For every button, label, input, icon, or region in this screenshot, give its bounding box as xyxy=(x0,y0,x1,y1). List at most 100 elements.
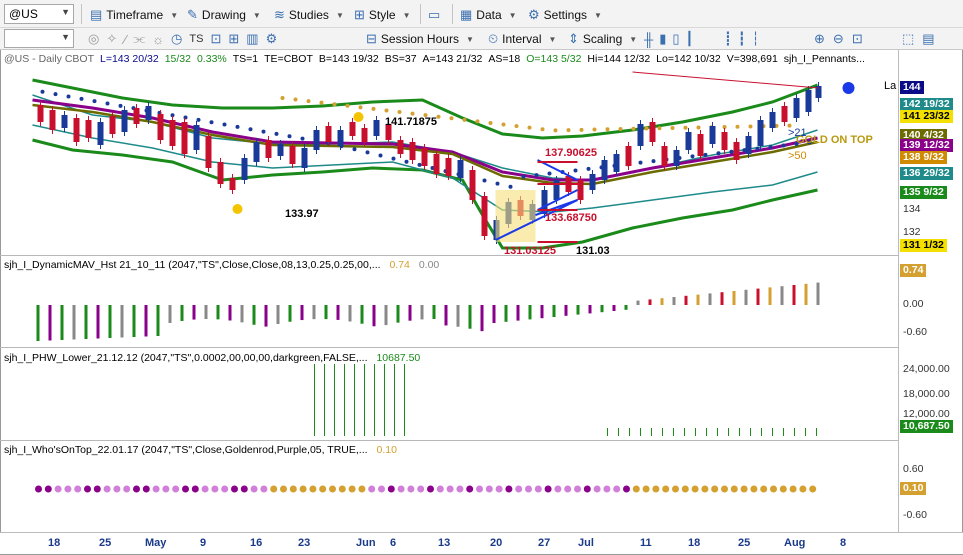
session-hours-menu[interactable]: ⊟ Session Hours ▼ xyxy=(366,31,474,46)
whos-on-top-dot xyxy=(574,485,581,493)
whos-on-top-dot xyxy=(515,485,523,493)
histogram-bar xyxy=(84,305,88,339)
ma50-dot xyxy=(787,123,792,128)
clock-icon[interactable]: ◷ xyxy=(171,31,183,46)
ma21-dot xyxy=(781,143,786,148)
compress-icon[interactable]: ┆ xyxy=(751,31,760,46)
histogram-bar xyxy=(588,305,592,314)
ma50-dot xyxy=(670,126,675,130)
bid-value: B=143 19/32 xyxy=(318,53,379,65)
layout-button[interactable]: ▭ xyxy=(428,7,440,23)
crosshair-icon[interactable]: ✧ xyxy=(106,31,118,46)
bars-icon[interactable]: ▥ xyxy=(246,31,259,46)
pane-divider[interactable] xyxy=(0,347,898,348)
candle-body xyxy=(589,174,596,190)
chart-type-buttons: ╫ ▮ ▯ ┃ xyxy=(644,31,693,47)
ma50-dot xyxy=(501,122,506,127)
data-label: Data xyxy=(476,8,502,22)
add-chart-icon[interactable]: ⬚ xyxy=(902,31,915,46)
candle-body xyxy=(577,180,584,200)
bars-icon[interactable]: ┋ xyxy=(724,31,732,46)
studies-menu[interactable]: ≋ Studies ▼ xyxy=(274,7,344,22)
pennant-line xyxy=(495,199,578,241)
candle-body xyxy=(769,112,776,128)
whos-on-top-dot xyxy=(672,485,679,493)
candle-icon[interactable]: ▮ xyxy=(659,31,667,46)
candle-hollow-icon[interactable]: ▯ xyxy=(672,31,680,46)
whos-on-top-dot xyxy=(466,485,474,493)
cursor-icon[interactable]: ◎ xyxy=(88,31,100,46)
histogram-bar xyxy=(504,305,508,322)
ma21-dot xyxy=(365,150,370,155)
candle-body xyxy=(373,120,380,136)
timeframe-menu[interactable]: ▤ Timeframe ▼ xyxy=(90,7,179,22)
session-hours-label: Session Hours xyxy=(380,32,459,46)
grid-icon[interactable]: ⊞ xyxy=(228,31,240,46)
ma21-dot xyxy=(118,103,123,108)
secondary-toolbar: ▼ ◎ ✧ ∕ ⫘ ☼ ◷ TS ⊡ ⊞ ▥ ⚙ ⊟ Session Hours… xyxy=(0,28,963,50)
whos-on-top-dot xyxy=(446,485,454,493)
date-tick: 18 xyxy=(688,537,701,549)
price-chart[interactable] xyxy=(0,50,963,532)
expand-icon[interactable]: ▤ xyxy=(922,31,935,46)
line-icon[interactable]: ∕ xyxy=(124,31,127,47)
lock-icon[interactable]: ⊡ xyxy=(210,31,222,46)
drawing-menu[interactable]: ✎ Drawing ▼ xyxy=(187,7,261,22)
ohlc-icon[interactable]: ╫ xyxy=(644,31,654,47)
zoom-out-icon[interactable]: ⊖ xyxy=(832,31,844,46)
trendline xyxy=(632,71,819,89)
whos-on-top-dot xyxy=(593,485,601,493)
data-menu[interactable]: ▦ Data ▼ xyxy=(460,7,517,22)
candle-body xyxy=(49,110,56,130)
style-label: Style xyxy=(368,8,396,22)
pane-divider[interactable] xyxy=(0,255,898,256)
histogram-bar xyxy=(684,295,688,305)
histogram-bar xyxy=(324,305,328,320)
histogram-bar xyxy=(468,305,472,329)
pane-divider[interactable] xyxy=(0,440,898,441)
histogram-bar xyxy=(576,305,580,315)
histogram-bar xyxy=(540,305,544,319)
candle-body xyxy=(193,125,200,150)
whos-on-top-dot xyxy=(231,485,238,493)
ma50-dot xyxy=(436,114,441,119)
whos-on-top-dot xyxy=(74,485,82,493)
candle-body xyxy=(85,120,92,138)
ma21-dot xyxy=(586,166,591,171)
whos-on-top-dot xyxy=(750,485,758,493)
tt-icon[interactable]: TS xyxy=(189,33,204,45)
whos-on-top-dot xyxy=(270,485,278,493)
zoom-fit-icon[interactable]: ⊡ xyxy=(851,31,863,46)
wide-bars-icon[interactable]: ┇ xyxy=(737,31,746,46)
ma21-dot xyxy=(40,89,45,94)
camera-icon[interactable]: ⚙ xyxy=(265,31,278,46)
studies-label: Studies xyxy=(288,8,329,22)
secondary-input[interactable]: ▼ xyxy=(4,29,74,48)
whos-on-top-dot xyxy=(652,485,660,493)
whos-on-top-dot xyxy=(182,485,189,493)
symbol-input[interactable]: @US ▼ xyxy=(4,4,74,24)
price-tick: 132 xyxy=(903,226,921,238)
gear-icon: ⚙ xyxy=(528,7,540,22)
style-menu[interactable]: ⊞ Style ▼ xyxy=(354,7,411,22)
sun-icon[interactable]: ☼ xyxy=(152,31,165,47)
hline-icon[interactable]: ⫘ xyxy=(133,31,146,46)
bar-chart-icon[interactable]: ┃ xyxy=(685,31,694,46)
ma21-dot xyxy=(573,168,578,173)
histogram-bar xyxy=(48,305,52,341)
view-buttons: ┋ ┇ ┆ xyxy=(724,31,759,47)
candle-body xyxy=(541,190,548,214)
candle-body xyxy=(661,146,668,166)
ma50-dot xyxy=(319,100,324,105)
candle-body xyxy=(433,154,440,174)
ma21-dot xyxy=(534,173,539,178)
zoom-in-icon[interactable]: ⊕ xyxy=(814,31,825,46)
pane3-label: sjh_I_PHW_Lower_21.12.12 (2047,"TS",0.00… xyxy=(4,352,420,364)
ma21-dot xyxy=(235,124,240,129)
candle-body xyxy=(649,122,656,142)
scaling-menu[interactable]: ⇕ Scaling ▼ xyxy=(568,31,638,46)
interval-menu[interactable]: ⏲ Interval ▼ xyxy=(488,31,557,46)
settings-menu[interactable]: ⚙ Settings ▼ xyxy=(528,7,602,22)
histogram-bar xyxy=(216,305,220,320)
candle-body xyxy=(217,162,224,184)
